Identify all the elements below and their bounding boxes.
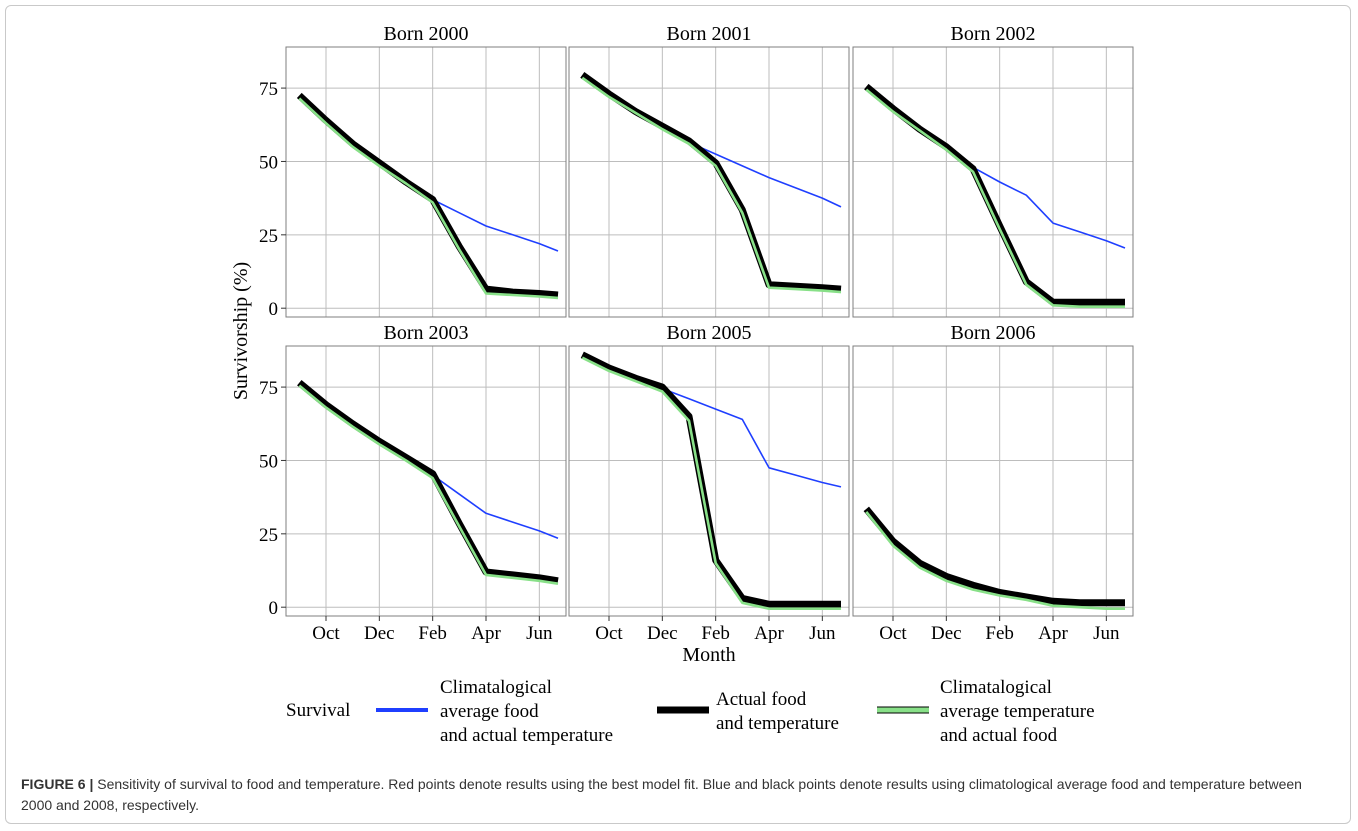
- panel-title: Born 2002: [951, 23, 1036, 45]
- x-tick-label: Jun: [1093, 623, 1120, 644]
- series-line-blue: [581, 75, 842, 208]
- panel-border: [568, 345, 850, 617]
- y-tick-label: 50: [259, 451, 278, 472]
- y-tick-label: 0: [269, 598, 279, 619]
- x-tick-label: Dec: [647, 623, 678, 644]
- panel-title: Born 2000: [384, 23, 469, 45]
- legend-label-line: Actual food: [716, 689, 807, 710]
- panel-born-2005: Born 2005 Oct Dec Feb Apr Jun: [568, 322, 850, 644]
- panel-border: [285, 46, 567, 318]
- x-tick-label: Oct: [595, 623, 623, 644]
- series-line-blue: [298, 96, 559, 252]
- y-tick-label: 25: [259, 525, 278, 546]
- panel-born-2000: Born 2000 0 25 50 75: [259, 23, 567, 320]
- x-tick-label: Apr: [1038, 623, 1068, 644]
- y-tick-label: 50: [259, 152, 278, 173]
- figure-caption: FIGURE 6 | Sensitivity of survival to fo…: [21, 774, 1331, 816]
- y-tick-label: 25: [259, 226, 278, 247]
- y-tick-label: 75: [259, 79, 278, 100]
- panel-title: Born 2006: [951, 322, 1036, 344]
- panel-born-2002: Born 2002: [852, 23, 1134, 318]
- x-tick-label: Feb: [985, 623, 1014, 644]
- y-axis-label: Survivorship (%): [230, 262, 252, 400]
- legend-label-line: average food: [440, 701, 539, 722]
- legend: Survival Climatalogical average food and ac…: [286, 677, 1095, 746]
- x-tick-label: Jun: [809, 623, 836, 644]
- x-tick-label: Oct: [312, 623, 340, 644]
- legend-label-line: Climatalogical: [440, 677, 552, 698]
- x-tick-label: Dec: [364, 623, 395, 644]
- panel-border: [852, 46, 1134, 318]
- legend-label-line: and temperature: [716, 713, 839, 734]
- caption-label: FIGURE 6 |: [21, 776, 94, 792]
- series-line-green: [581, 76, 842, 294]
- x-tick-label: Feb: [701, 623, 730, 644]
- x-tick-label: Apr: [754, 623, 784, 644]
- legend-label-line: Climatalogical: [940, 677, 1052, 698]
- panel-border: [568, 46, 850, 318]
- x-tick-label: Dec: [931, 623, 962, 644]
- panel-born-2006: Born 2006 Oct Dec Feb Apr Jun: [852, 322, 1134, 644]
- x-tick-label: Oct: [879, 623, 907, 644]
- legend-label-line: and actual food: [940, 725, 1058, 746]
- series-line-green: [865, 88, 1125, 309]
- panel-born-2003: Born 2003 0 25 50 75 Oct Dec Feb Apr Jun: [259, 322, 567, 644]
- series-line-black: [297, 379, 559, 585]
- x-tick-label: Jun: [526, 623, 553, 644]
- y-tick-label: 75: [259, 378, 278, 399]
- y-tick-label: 0: [269, 299, 279, 320]
- series-line-green: [581, 356, 841, 611]
- caption-text: Sensitivity of survival to food and temp…: [21, 776, 1302, 813]
- survival-figure: Born 2000 0 25 50 75 Born 2001 Born 2002 Born 2…: [230, 23, 1134, 746]
- x-tick-label: Feb: [418, 623, 447, 644]
- series-line-green: [298, 384, 559, 585]
- panel-border: [285, 345, 567, 617]
- panel-title: Born 2005: [667, 322, 752, 344]
- figure-frame: [5, 5, 1351, 824]
- panel-title: Born 2001: [667, 23, 752, 45]
- series-line-blue: [298, 383, 559, 539]
- panel-born-2001: Born 2001: [568, 23, 850, 318]
- series-line-green: [865, 510, 1125, 611]
- x-axis-label: Month: [682, 644, 735, 666]
- series-line-black: [580, 351, 841, 608]
- series-line-green: [298, 97, 559, 300]
- series-line-black: [296, 92, 559, 299]
- x-tick-label: Apr: [471, 623, 501, 644]
- series-line-black: [580, 72, 842, 293]
- series-line-black: [863, 506, 1125, 607]
- panel-title: Born 2003: [384, 322, 469, 344]
- panel-border: [852, 345, 1134, 617]
- legend-label-line: average temperature: [940, 701, 1095, 722]
- legend-title: Survival: [286, 700, 350, 721]
- legend-label-line: and actual temperature: [440, 725, 613, 746]
